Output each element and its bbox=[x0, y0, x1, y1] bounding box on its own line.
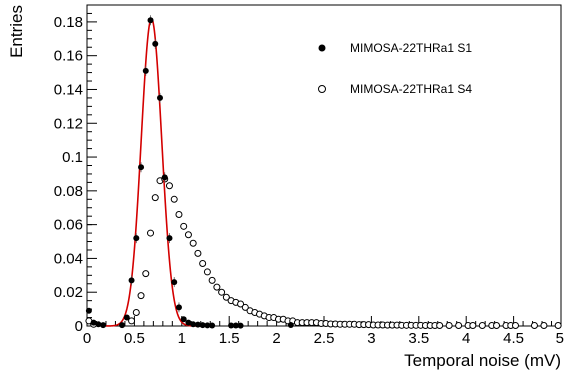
data-point-s4 bbox=[241, 303, 249, 311]
data-point-s1 bbox=[175, 304, 182, 311]
data-point-s1 bbox=[147, 17, 154, 24]
y-tick-label: 0.02 bbox=[54, 284, 83, 301]
x-axis-title: Temporal noise (mV) bbox=[404, 351, 561, 370]
data-point-s1 bbox=[85, 307, 92, 314]
data-point-s4 bbox=[128, 317, 136, 325]
legend-marker-s1 bbox=[318, 44, 326, 52]
x-tick-label: 1.5 bbox=[219, 330, 240, 347]
data-point-s1 bbox=[232, 322, 239, 329]
data-point-s4 bbox=[147, 229, 155, 237]
data-point-s1 bbox=[180, 316, 187, 323]
data-point-s1 bbox=[171, 279, 178, 286]
data-point-s1 bbox=[133, 235, 140, 242]
y-tick-label: 0.06 bbox=[54, 217, 83, 234]
y-tick-label: 0.12 bbox=[54, 115, 83, 132]
data-point-s4 bbox=[511, 321, 519, 329]
data-point-s4 bbox=[175, 210, 183, 218]
series-s1-markers bbox=[85, 15, 294, 329]
data-point-s4 bbox=[151, 194, 159, 202]
y-tick-label: 0.16 bbox=[54, 48, 83, 65]
data-point-s1 bbox=[166, 235, 173, 242]
data-point-s4 bbox=[530, 321, 538, 329]
y-tick-label: 0.14 bbox=[54, 81, 83, 98]
x-tick-label: 0 bbox=[83, 330, 91, 347]
data-point-s4 bbox=[237, 300, 245, 308]
data-point-s4 bbox=[455, 321, 463, 329]
data-point-s1 bbox=[190, 321, 197, 328]
data-point-s1 bbox=[199, 322, 206, 329]
series-s4-markers bbox=[85, 175, 562, 329]
legend: MIMOSA-22THRa1 S1 MIMOSA-22THRa1 S4 bbox=[318, 41, 472, 96]
data-point-s4 bbox=[203, 268, 211, 276]
y-axis: 0 0.02 0.04 0.06 0.08 0.1 0.12 0.14 0.16 0.18 bbox=[54, 12, 97, 335]
x-tick-label: 5 bbox=[556, 330, 564, 347]
data-point-s4 bbox=[554, 321, 562, 329]
data-point-s1 bbox=[161, 174, 168, 181]
data-point-s4 bbox=[436, 321, 444, 329]
data-point-s4 bbox=[165, 182, 173, 190]
data-point-s1 bbox=[237, 322, 244, 329]
data-point-s1 bbox=[123, 314, 130, 321]
data-point-s1 bbox=[228, 322, 235, 329]
data-point-s4 bbox=[218, 288, 226, 296]
legend-label-s1: MIMOSA-22THRa1 S1 bbox=[350, 41, 472, 55]
x-tick-label: 4.5 bbox=[503, 330, 524, 347]
y-tick-label: 0.18 bbox=[54, 14, 83, 31]
data-point-s1 bbox=[185, 319, 192, 326]
data-point-s1 bbox=[128, 277, 135, 284]
x-tick-label: 0.5 bbox=[124, 330, 145, 347]
data-point-s4 bbox=[184, 231, 192, 239]
data-point-s4 bbox=[199, 259, 207, 267]
x-tick-label: 2 bbox=[272, 330, 280, 347]
x-tick-label: 4 bbox=[462, 330, 470, 347]
data-point-s1 bbox=[194, 321, 201, 328]
plot-frame bbox=[86, 4, 562, 327]
data-point-s4 bbox=[194, 249, 202, 257]
x-tick-label: 2.5 bbox=[314, 330, 335, 347]
y-tick-label: 0 bbox=[75, 318, 83, 335]
data-point-s4 bbox=[180, 222, 188, 230]
data-point-s1 bbox=[156, 94, 163, 101]
data-point-s4 bbox=[189, 239, 197, 247]
data-point-s4 bbox=[208, 276, 216, 284]
y-axis-title: Entries bbox=[7, 5, 26, 58]
data-point-s1 bbox=[209, 322, 216, 329]
data-point-s4 bbox=[170, 195, 178, 203]
legend-marker-s4 bbox=[318, 85, 326, 93]
data-point-s4 bbox=[493, 321, 501, 329]
data-point-s4 bbox=[142, 270, 150, 278]
data-point-s1 bbox=[100, 322, 107, 329]
data-point-s1 bbox=[138, 164, 145, 171]
y-tick-label: 0.08 bbox=[54, 183, 83, 200]
data-point-s4 bbox=[478, 321, 486, 329]
gaussian-fit-curve bbox=[105, 17, 206, 327]
x-tick-label: 1 bbox=[178, 330, 186, 347]
data-point-s1 bbox=[152, 40, 159, 47]
x-tick-label: 3 bbox=[367, 330, 375, 347]
x-axis: 0 0.5 1 1.5 2 2.5 3 3.5 4 4.5 5 bbox=[83, 316, 564, 347]
data-point-s4 bbox=[137, 292, 145, 300]
data-point-s4 bbox=[132, 308, 140, 316]
data-point-s1 bbox=[119, 322, 126, 329]
data-point-s1 bbox=[142, 67, 149, 74]
data-point-s1 bbox=[95, 321, 102, 328]
data-point-s4 bbox=[213, 283, 221, 291]
x-tick-label: 3.5 bbox=[408, 330, 429, 347]
data-point-s4 bbox=[469, 321, 477, 329]
y-tick-label: 0.04 bbox=[54, 250, 83, 267]
data-point-s4 bbox=[540, 321, 548, 329]
data-point-s4 bbox=[445, 321, 453, 329]
y-tick-label: 0.1 bbox=[62, 149, 83, 166]
data-point-s1 bbox=[90, 319, 97, 326]
data-point-s4 bbox=[222, 293, 230, 301]
legend-label-s4: MIMOSA-22THRa1 S4 bbox=[350, 82, 472, 96]
data-point-s1 bbox=[204, 322, 211, 329]
data-point-s1 bbox=[287, 321, 294, 328]
